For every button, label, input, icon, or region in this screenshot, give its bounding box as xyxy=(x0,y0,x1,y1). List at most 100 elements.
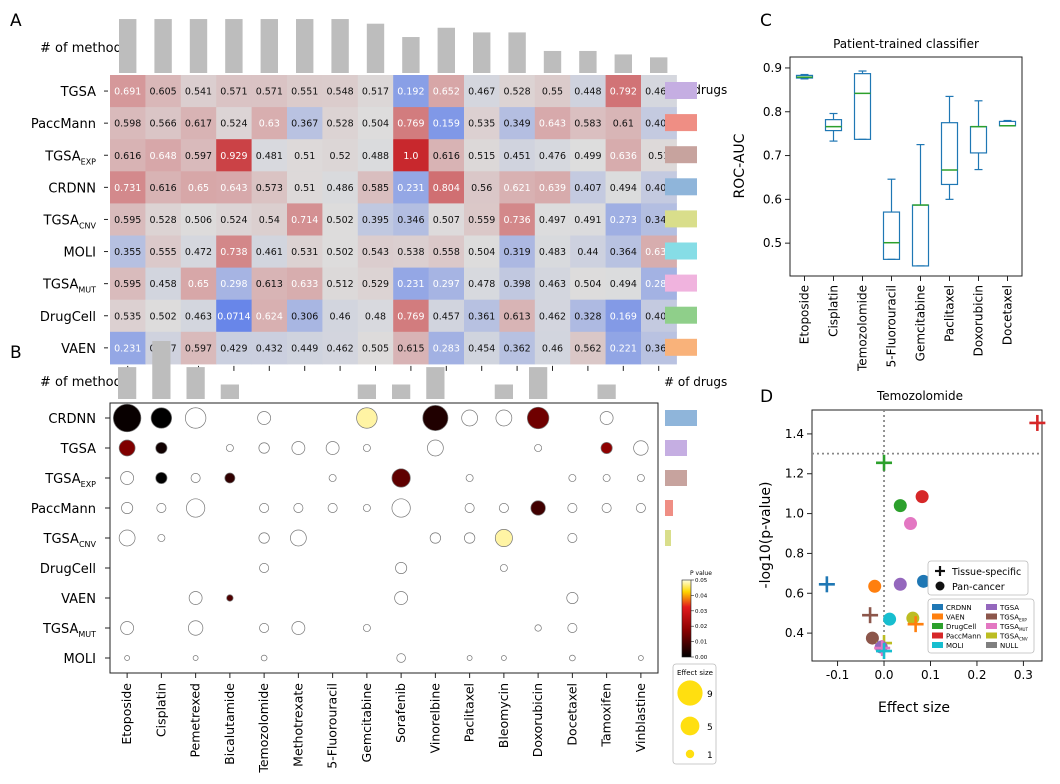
heatmap-cell xyxy=(393,331,430,365)
heatmap-cell xyxy=(216,75,253,108)
heatmap-cell-value: 0.639 xyxy=(539,183,566,194)
heatmap-cell-value: 0.538 xyxy=(397,247,424,258)
pan-cancer-point xyxy=(868,579,882,593)
box-7 xyxy=(998,119,1017,127)
heatmap-cell-value: 0.457 xyxy=(433,311,460,322)
dotplot-point xyxy=(224,472,236,484)
dotplot-point xyxy=(391,498,411,518)
drug-column-label: Docetaxel xyxy=(564,683,579,746)
dotplot-point xyxy=(188,620,204,636)
heatmap-cell-value: 0.621 xyxy=(503,183,530,194)
heatmap-cell-value: 0.0714 xyxy=(217,311,250,322)
dotplot-point xyxy=(395,562,408,574)
heatmap-cell xyxy=(145,139,182,172)
heatmap-cell-value: 0.616 xyxy=(149,183,176,194)
tissue-specific-point xyxy=(862,607,879,624)
drug-count-bar xyxy=(665,500,673,516)
heatmap-row-label: MOLI xyxy=(63,246,96,261)
legend-method-label: TGSA xyxy=(999,604,1019,612)
heatmap-cell xyxy=(322,171,359,204)
legend-method-swatch xyxy=(932,623,943,629)
heatmap-cell-value: 0.231 xyxy=(397,279,424,290)
drug-column-label: Etoposide xyxy=(119,683,134,745)
heatmap-cell-value: 0.398 xyxy=(503,279,530,290)
dotplot-point xyxy=(429,532,441,544)
heatmap-cell-value: 0.804 xyxy=(433,183,460,194)
heatmap-cell-value: 0.769 xyxy=(397,119,424,130)
panel-d-ylabel: -log10(p-value) xyxy=(758,482,774,589)
pan-cancer-point xyxy=(906,611,920,625)
heatmap-cell xyxy=(464,75,500,108)
heatmap-cell-value: 0.585 xyxy=(362,183,389,194)
heatmap-cell-value: 0.616 xyxy=(114,151,141,162)
heatmap-cell xyxy=(464,203,500,236)
box-iqr xyxy=(911,204,930,267)
heatmap-cell-value: 0.617 xyxy=(185,119,212,130)
heatmap-cell xyxy=(534,75,571,108)
drug-column-label: Pemetrexed xyxy=(188,683,203,758)
dotplot-point xyxy=(466,655,473,661)
heatmap-cell-value: 0.531 xyxy=(291,247,318,258)
heatmap-cell xyxy=(110,107,146,140)
heatmap-cell-value: 0.528 xyxy=(149,215,176,226)
tissue-specific-point xyxy=(907,616,924,633)
drug-count-bar xyxy=(665,338,697,356)
pan-cancer-point xyxy=(893,577,907,591)
heatmap-cell-value: 1.0 xyxy=(403,151,418,162)
drug-column-label: Tamoxifen xyxy=(599,683,614,748)
drug-column-label: Cisplatin xyxy=(153,683,168,737)
drug-column-label: Bicalutamide xyxy=(222,683,237,765)
drug-column-label: Paclitaxel xyxy=(462,683,477,742)
drug-count-bar xyxy=(665,530,671,546)
methods-count-bar xyxy=(118,367,137,399)
heatmap-cell-value: 0.597 xyxy=(185,343,212,354)
heatmap-cell xyxy=(322,267,359,301)
heatmap-cell xyxy=(145,75,182,108)
heatmap-cell xyxy=(570,139,607,172)
heatmap-cell xyxy=(180,299,217,333)
x-tick-label: 0.1 xyxy=(921,668,940,682)
heatmap-cell xyxy=(570,203,607,236)
heatmap-cell-value: 0.504 xyxy=(468,247,495,258)
dotplot-point xyxy=(258,442,270,454)
heatmap-cell xyxy=(534,107,571,140)
heatmap-cell xyxy=(428,331,465,365)
heatmap-cell xyxy=(393,267,430,301)
dotplot-point xyxy=(156,503,167,513)
heatmap-cell xyxy=(287,267,323,301)
drug-count-bar xyxy=(665,410,697,426)
drug-tick-label: Paclitaxel xyxy=(943,285,957,342)
dotplot-point xyxy=(362,624,371,632)
dotplot-point xyxy=(391,468,411,488)
heatmap-cell xyxy=(357,107,394,140)
heatmap-cell-value: 0.504 xyxy=(574,279,601,290)
drug-column-label: Sorafenib xyxy=(393,683,408,743)
dotplot-point xyxy=(120,471,134,485)
heatmap-cell-value: 0.286 xyxy=(645,279,672,290)
methods-count-bar xyxy=(119,19,137,74)
heatmap-cell xyxy=(393,75,430,108)
heatmap-cell xyxy=(605,139,642,172)
methods-count-bar xyxy=(426,367,445,399)
panel-c-ylabel: ROC-AUC xyxy=(732,133,748,198)
heatmap-cell xyxy=(216,139,253,172)
heatmap-cell xyxy=(145,267,182,301)
dotplot-point xyxy=(633,440,649,456)
heatmap-cell xyxy=(322,331,359,365)
heatmap-cell xyxy=(216,203,253,236)
heatmap-cell xyxy=(464,299,500,333)
heatmap-cell xyxy=(499,235,536,269)
heatmap-cell xyxy=(216,299,253,333)
dotplot-point xyxy=(427,439,444,457)
dotplot-point xyxy=(325,441,340,455)
drug-count-bar xyxy=(665,210,697,228)
dotplot-point xyxy=(495,409,513,427)
box-iqr xyxy=(853,73,872,140)
methods-count-bar xyxy=(357,384,376,399)
heatmap-cell-value: 0.507 xyxy=(433,215,460,226)
heatmap-cell xyxy=(251,171,288,204)
methods-count-bar xyxy=(437,27,455,73)
heatmap-cell-value: 0.63 xyxy=(259,119,280,130)
dotplot-point xyxy=(124,655,130,661)
y-tick-label: 0.8 xyxy=(763,105,782,119)
